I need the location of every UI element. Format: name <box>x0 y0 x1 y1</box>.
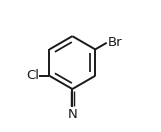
Text: Br: Br <box>108 36 122 49</box>
Text: Cl: Cl <box>26 69 39 82</box>
Text: N: N <box>67 108 77 121</box>
